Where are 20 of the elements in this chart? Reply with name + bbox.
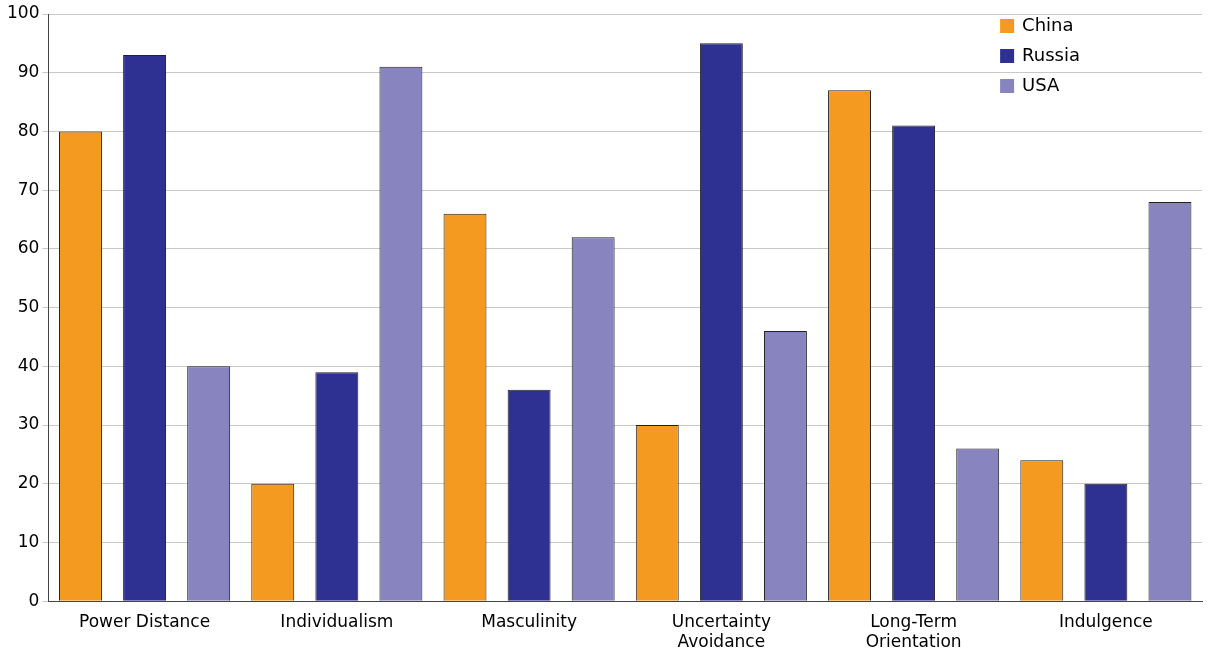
x-tick-label: Power Distance [79, 610, 211, 631]
legend-label: USA [1022, 73, 1061, 95]
x-tick-label: Long-Term Orientation [865, 610, 962, 652]
y-tick-label: 50 [17, 296, 40, 317]
y-tick-label: 70 [17, 178, 40, 199]
y-tick-label: 100 [6, 2, 40, 23]
y-tick-label: 90 [17, 61, 40, 82]
y-tick-label: 0 [28, 589, 40, 610]
legend-label: China [1022, 13, 1074, 35]
y-tick-label: 10 [17, 530, 40, 551]
y-tick-label: 60 [17, 237, 40, 258]
y-tick-label: 40 [17, 354, 40, 375]
legend-label: Russia [1022, 43, 1081, 65]
x-tick-label: Indulgence [1058, 610, 1153, 631]
x-tick-label: Masculinity [481, 610, 577, 631]
y-tick-label: 20 [17, 472, 40, 493]
y-tick-label: 30 [17, 413, 40, 434]
y-tick-label: 80 [17, 119, 40, 140]
x-tick-label: Individualism [280, 610, 394, 631]
x-tick-label: Uncertainty Avoidance [671, 610, 772, 652]
